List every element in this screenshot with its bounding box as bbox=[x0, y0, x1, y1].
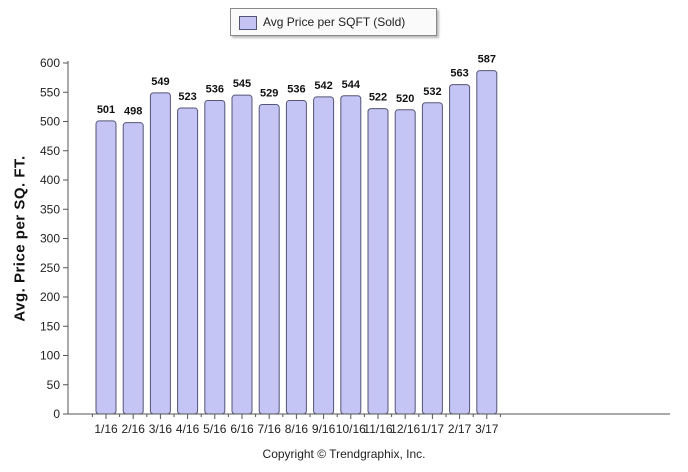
data-label: 542 bbox=[314, 80, 332, 92]
x-tick-label: 2/16 bbox=[122, 422, 146, 436]
bar bbox=[449, 84, 471, 415]
bar bbox=[258, 104, 280, 415]
x-tick-label: 3/17 bbox=[475, 422, 499, 436]
data-label: 563 bbox=[450, 68, 468, 80]
y-tick-label: 550 bbox=[40, 85, 60, 99]
data-label: 587 bbox=[478, 54, 496, 66]
x-tick-label: 8/16 bbox=[285, 422, 309, 436]
y-tick-label: 50 bbox=[47, 378, 61, 392]
data-label: 545 bbox=[233, 78, 251, 90]
y-tick-label: 500 bbox=[40, 115, 60, 129]
y-tick-label: 200 bbox=[40, 290, 60, 304]
y-tick-label: 300 bbox=[40, 232, 60, 246]
data-label: 498 bbox=[124, 106, 142, 118]
data-label: 523 bbox=[178, 91, 196, 103]
bar bbox=[149, 92, 171, 415]
bar bbox=[367, 108, 389, 415]
data-label: 536 bbox=[206, 83, 224, 95]
bars: 501 498 549 523 536 545 529 536 542 544 522 520 532 5… bbox=[95, 54, 498, 415]
data-label: 536 bbox=[287, 83, 305, 95]
y-axis-label: Avg. Price per SQ. FT. bbox=[11, 155, 29, 322]
x-tick-label: 2/17 bbox=[448, 422, 472, 436]
x-tick-label: 3/16 bbox=[149, 422, 173, 436]
x-tick-label: 5/16 bbox=[203, 422, 227, 436]
y-tick-label: 250 bbox=[40, 261, 60, 275]
data-label: 532 bbox=[423, 86, 441, 98]
y-tick-label: 100 bbox=[40, 349, 60, 363]
copyright-text: Copyright © Trendgraphix, Inc. bbox=[262, 447, 426, 461]
bar bbox=[340, 95, 362, 415]
axes bbox=[67, 61, 670, 415]
data-label: 501 bbox=[97, 104, 115, 116]
data-label: 549 bbox=[151, 76, 169, 88]
data-label: 522 bbox=[369, 92, 387, 104]
x-tick-label: 6/16 bbox=[230, 422, 254, 436]
bar bbox=[285, 99, 307, 415]
x-tick-label: 10/16 bbox=[336, 422, 366, 436]
bar bbox=[476, 70, 498, 415]
y-tick-label: 0 bbox=[53, 407, 60, 421]
x-tick-label: 12/16 bbox=[390, 422, 420, 436]
y-tick-label: 600 bbox=[40, 56, 60, 70]
x-tick-label: 1/16 bbox=[94, 422, 118, 436]
bar bbox=[122, 122, 144, 415]
legend: Avg Price per SQFT (Sold) bbox=[230, 8, 437, 36]
data-label: 544 bbox=[342, 79, 361, 91]
legend-swatch bbox=[239, 16, 257, 30]
bar bbox=[95, 120, 117, 415]
x-tick-label: 7/16 bbox=[258, 422, 282, 436]
y-tick-label: 400 bbox=[40, 173, 60, 187]
x-tick-label: 11/16 bbox=[363, 422, 392, 436]
y-tick-label: 350 bbox=[40, 202, 60, 216]
x-tick-label: 9/16 bbox=[312, 422, 336, 436]
bar bbox=[421, 102, 443, 415]
data-label: 520 bbox=[396, 93, 414, 105]
legend-label: Avg Price per SQFT (Sold) bbox=[263, 15, 406, 29]
bar bbox=[394, 109, 416, 415]
bar bbox=[204, 99, 226, 415]
y-axis-ticks: 0 50 100 150 200 250 300 350 400 450 500 550 600 bbox=[40, 56, 68, 421]
x-tick-label: 4/16 bbox=[176, 422, 200, 436]
y-tick-label: 150 bbox=[40, 319, 60, 333]
bar bbox=[177, 107, 199, 415]
bar bbox=[313, 96, 335, 415]
x-axis-ticks: 1/16 2/16 3/16 4/16 5/16 6/16 7/16 8/16 9/16 10/1… bbox=[91, 414, 501, 436]
bar bbox=[231, 94, 253, 415]
y-tick-label: 450 bbox=[40, 144, 60, 158]
data-label: 529 bbox=[260, 88, 278, 100]
x-tick-label: 1/17 bbox=[421, 422, 445, 436]
